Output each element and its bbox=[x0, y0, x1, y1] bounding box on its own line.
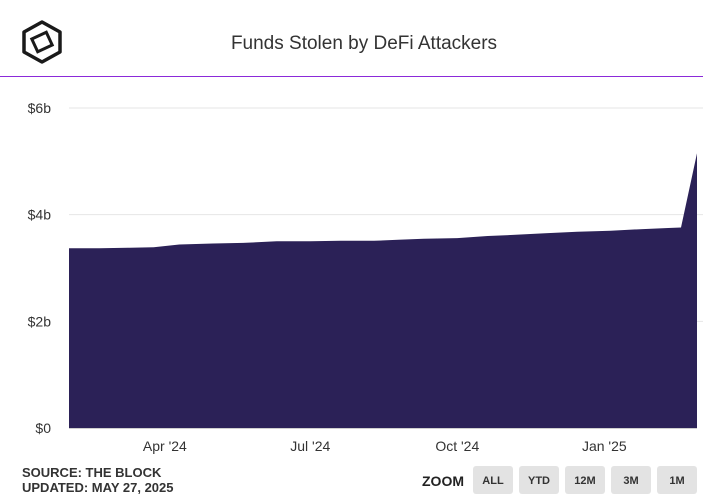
zoom-3m-button[interactable]: 3M bbox=[611, 466, 651, 494]
zoom-1m-button[interactable]: 1M bbox=[657, 466, 697, 494]
y-tick-label: $6b bbox=[28, 100, 52, 116]
zoom-all-button[interactable]: ALL bbox=[473, 466, 513, 494]
the-block-logo bbox=[22, 20, 62, 64]
x-tick-label: Jul '24 bbox=[290, 438, 330, 454]
y-tick-label: $0 bbox=[35, 420, 51, 436]
source-text: SOURCE: THE BLOCK bbox=[22, 465, 162, 480]
funds-stolen-area bbox=[69, 153, 697, 429]
zoom-label: ZOOM bbox=[422, 473, 464, 489]
x-tick-label: Apr '24 bbox=[143, 438, 187, 454]
zoom-12m-button[interactable]: 12M bbox=[565, 466, 605, 494]
updated-text: UPDATED: MAY 27, 2025 bbox=[22, 480, 174, 495]
y-tick-label: $4b bbox=[28, 207, 52, 223]
x-tick-label: Oct '24 bbox=[435, 438, 479, 454]
chart-area: $0 $2b $4b $6b Apr '24 Jul '24 Oct '24 Jan '25 bbox=[28, 100, 703, 454]
title-divider bbox=[0, 76, 703, 77]
chart-title: Funds Stolen by DeFi Attackers bbox=[230, 33, 498, 54]
y-tick-label: $2b bbox=[28, 313, 52, 329]
zoom-ytd-button[interactable]: YTD bbox=[519, 466, 559, 494]
source-note: SOURCE: THE BLOCK UPDATED: MAY 27, 2025 bbox=[22, 465, 174, 495]
x-tick-label: Jan '25 bbox=[582, 438, 627, 454]
